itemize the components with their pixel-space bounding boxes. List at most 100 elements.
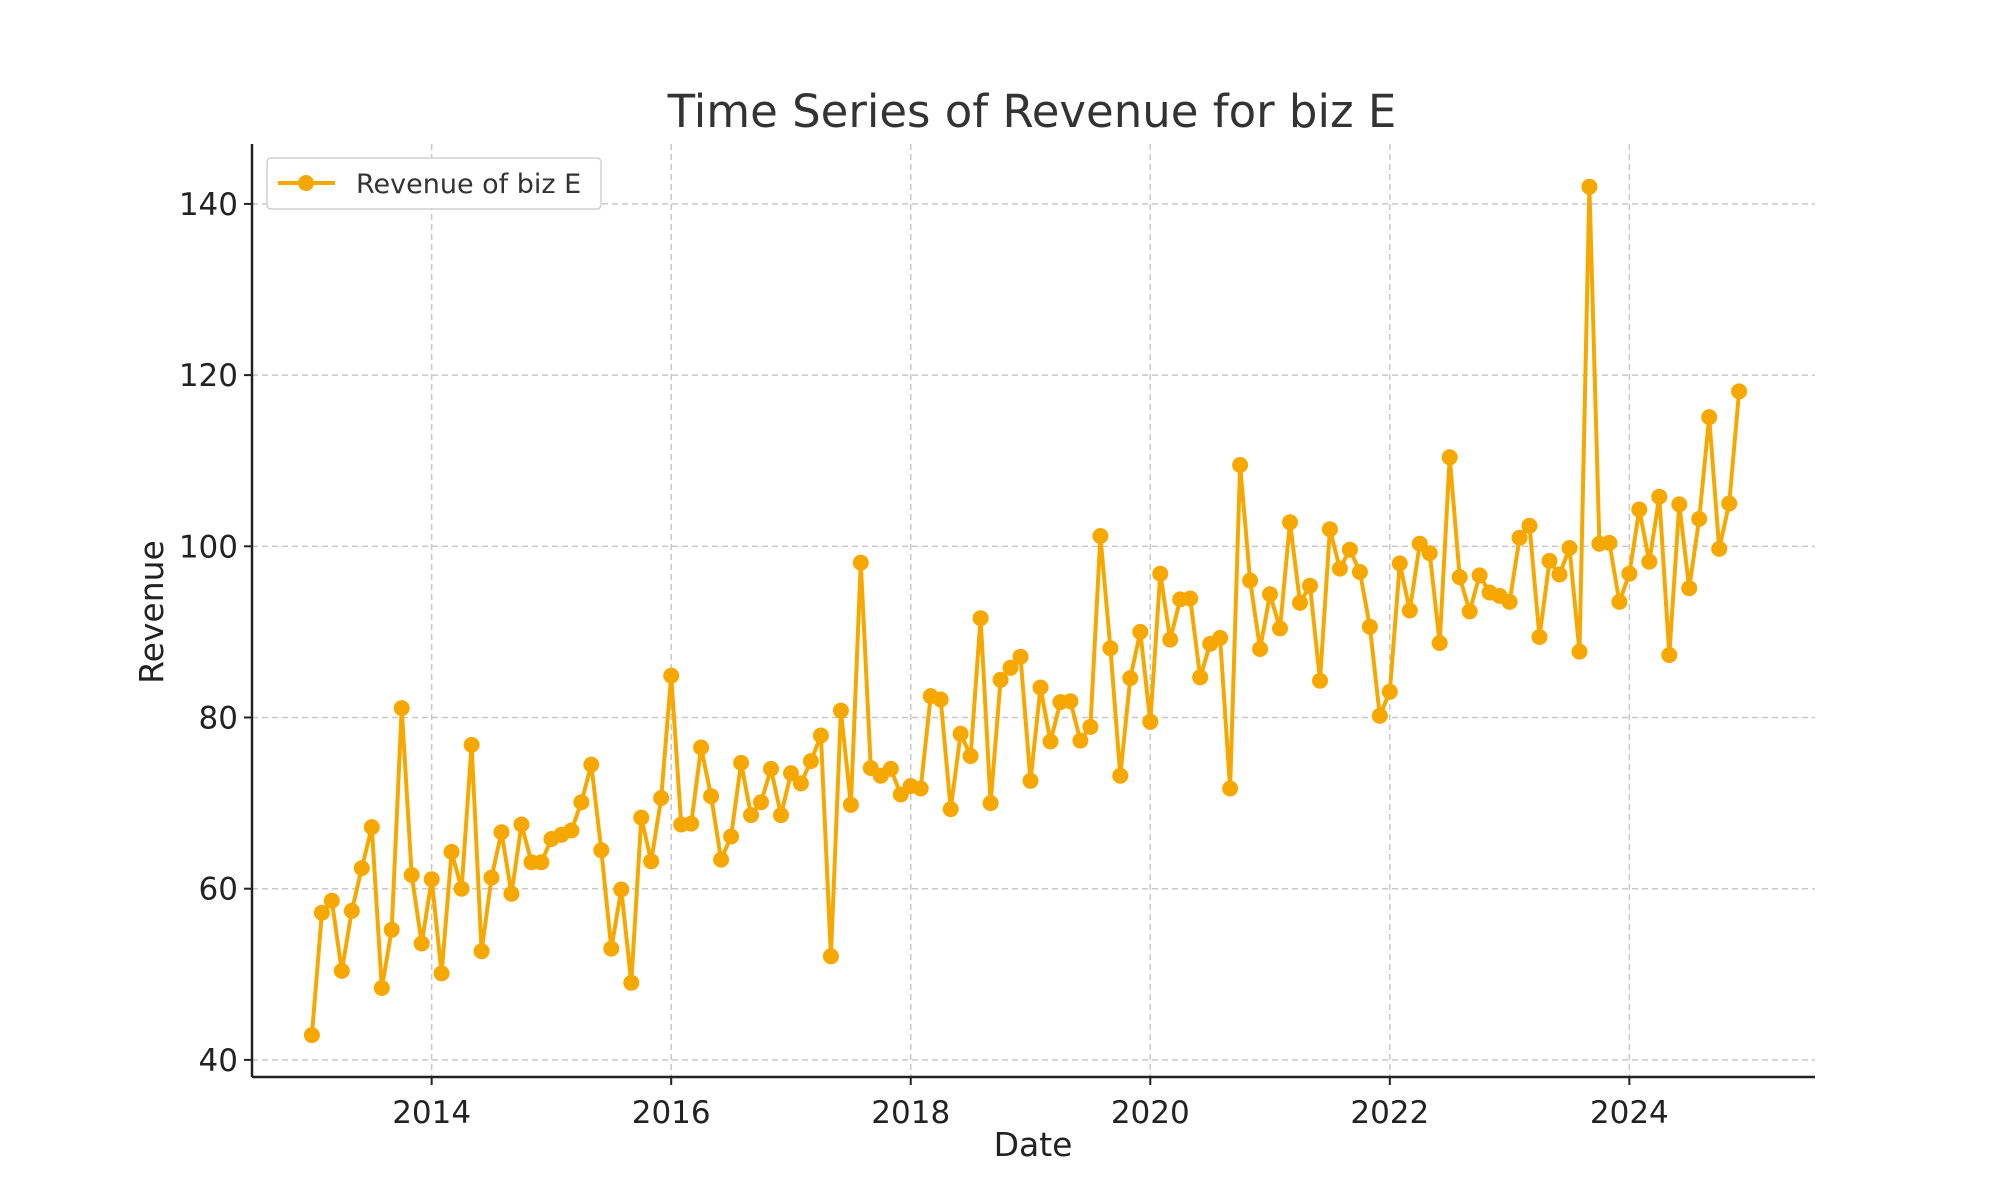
data-point bbox=[1022, 772, 1039, 789]
data-point bbox=[1182, 590, 1199, 607]
data-point bbox=[1272, 620, 1288, 637]
data-point bbox=[593, 842, 610, 859]
data-point bbox=[363, 819, 380, 836]
data-point bbox=[1032, 679, 1049, 696]
data-point bbox=[1292, 594, 1308, 611]
y-tick-label: 60 bbox=[199, 872, 238, 908]
data-point bbox=[1331, 560, 1348, 577]
data-point bbox=[743, 807, 759, 824]
data-point bbox=[483, 869, 500, 886]
data-point bbox=[1661, 647, 1678, 663]
data-point bbox=[1232, 457, 1249, 473]
data-point bbox=[513, 816, 530, 833]
y-tick-label: 80 bbox=[199, 700, 238, 736]
data-point bbox=[383, 921, 400, 938]
data-point bbox=[373, 980, 390, 996]
data-point bbox=[1421, 545, 1438, 562]
data-point bbox=[433, 965, 450, 982]
data-point bbox=[1721, 495, 1738, 512]
data-point bbox=[1471, 567, 1488, 584]
data-point bbox=[1222, 780, 1239, 797]
data-point bbox=[473, 943, 490, 960]
x-tick-label: 2020 bbox=[1111, 1095, 1190, 1131]
data-point bbox=[683, 815, 700, 832]
data-point bbox=[1302, 577, 1318, 594]
data-point bbox=[573, 794, 590, 811]
y-tick-label: 100 bbox=[179, 529, 238, 565]
legend-box bbox=[266, 157, 602, 210]
data-point bbox=[583, 756, 600, 773]
x-tick-label: 2022 bbox=[1350, 1095, 1429, 1131]
data-point bbox=[723, 828, 740, 845]
data-point bbox=[1621, 565, 1638, 582]
data-point bbox=[1651, 488, 1668, 505]
data-point bbox=[1731, 383, 1748, 400]
data-point bbox=[493, 824, 510, 841]
x-tick-label: 2018 bbox=[871, 1095, 950, 1131]
legend-label: Revenue of biz E bbox=[356, 169, 581, 200]
x-tick-label: 2014 bbox=[392, 1095, 471, 1131]
data-point bbox=[303, 1027, 320, 1044]
data-point bbox=[1511, 529, 1528, 546]
data-point bbox=[1691, 510, 1708, 527]
data-point bbox=[832, 702, 849, 719]
data-point bbox=[1102, 640, 1119, 657]
data-point bbox=[1042, 733, 1059, 750]
y-tick-label: 120 bbox=[179, 358, 238, 394]
data-point bbox=[1252, 641, 1269, 657]
data-point bbox=[952, 725, 969, 742]
data-point bbox=[1351, 564, 1368, 580]
data-point bbox=[1242, 572, 1259, 589]
data-point bbox=[1701, 409, 1718, 426]
data-point bbox=[1371, 707, 1388, 724]
y-tick-label: 140 bbox=[179, 187, 238, 223]
y-tick-label: 40 bbox=[199, 1043, 238, 1079]
data-point bbox=[822, 948, 839, 965]
series-layer bbox=[303, 178, 1748, 1044]
data-point bbox=[1671, 496, 1688, 513]
data-point bbox=[792, 775, 809, 792]
data-point bbox=[353, 860, 370, 877]
data-point bbox=[333, 962, 350, 979]
data-point bbox=[1002, 659, 1019, 676]
data-point bbox=[1282, 514, 1298, 531]
data-point bbox=[603, 940, 620, 957]
data-point bbox=[693, 739, 710, 756]
data-point bbox=[1461, 603, 1478, 620]
data-point bbox=[1681, 580, 1698, 597]
data-point bbox=[1501, 593, 1518, 610]
data-point bbox=[1521, 517, 1538, 534]
legend: Revenue of biz E bbox=[266, 157, 602, 210]
data-point bbox=[962, 748, 979, 764]
data-point bbox=[852, 554, 869, 571]
data-point bbox=[972, 610, 989, 627]
x-axis-label: Date bbox=[994, 1125, 1073, 1164]
data-point bbox=[1361, 618, 1378, 635]
data-point bbox=[1122, 670, 1139, 687]
data-point bbox=[1192, 669, 1209, 686]
data-point bbox=[423, 871, 440, 888]
data-point bbox=[1082, 718, 1099, 735]
data-point bbox=[783, 765, 799, 782]
data-point bbox=[653, 790, 670, 806]
data-point bbox=[1262, 586, 1278, 603]
data-point bbox=[313, 904, 330, 921]
data-point bbox=[1641, 553, 1658, 570]
data-point bbox=[992, 671, 1009, 688]
x-tick-label: 2024 bbox=[1590, 1095, 1669, 1131]
data-point bbox=[842, 796, 859, 813]
data-point bbox=[1212, 629, 1229, 646]
data-point bbox=[633, 809, 650, 826]
data-point bbox=[812, 727, 829, 744]
data-point bbox=[1132, 623, 1149, 640]
data-point bbox=[1162, 631, 1179, 648]
data-point bbox=[1401, 602, 1418, 619]
data-point bbox=[463, 736, 480, 753]
data-point bbox=[912, 780, 929, 797]
data-point bbox=[713, 851, 730, 868]
data-point bbox=[1062, 693, 1079, 710]
data-point bbox=[503, 885, 520, 902]
data-point bbox=[942, 801, 959, 818]
data-point bbox=[343, 902, 360, 919]
